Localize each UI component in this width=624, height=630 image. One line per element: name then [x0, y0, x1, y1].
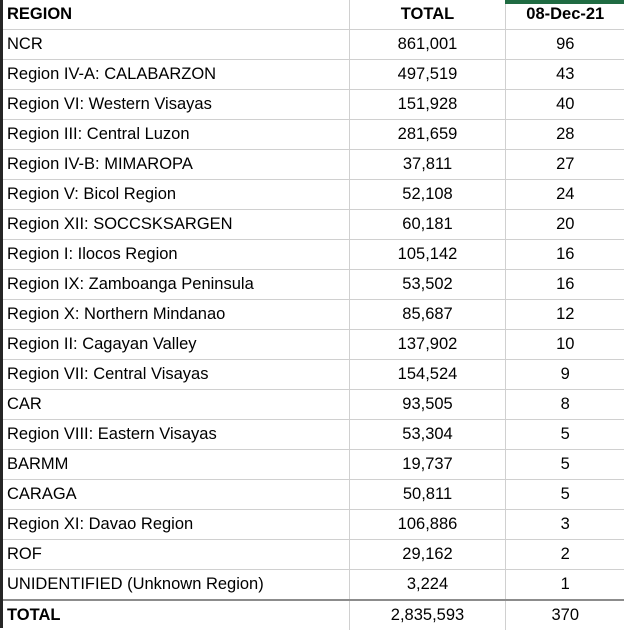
cell-region-name: ROF: [0, 540, 349, 570]
cell-grand-total-daily: 370: [505, 600, 624, 630]
table-header: REGION TOTAL 08-Dec-21: [0, 0, 624, 30]
cell-region-name: Region VIII: Eastern Visayas: [0, 420, 349, 450]
cell-total-cases: 52,108: [349, 180, 505, 210]
cell-region-name: Region VII: Central Visayas: [0, 360, 349, 390]
cell-region-name: Region VI: Western Visayas: [0, 90, 349, 120]
cell-region-name: NCR: [0, 30, 349, 60]
cell-daily-cases: 3: [505, 510, 624, 540]
cell-region-name: CAR: [0, 390, 349, 420]
cell-daily-cases: 16: [505, 270, 624, 300]
cell-total-cases: 85,687: [349, 300, 505, 330]
cell-region-name: Region IV-B: MIMAROPA: [0, 150, 349, 180]
cell-region-name: BARMM: [0, 450, 349, 480]
cell-total-cases: 151,928: [349, 90, 505, 120]
cell-daily-cases: 5: [505, 420, 624, 450]
cell-total-cases: 154,524: [349, 360, 505, 390]
cell-grand-total-cases: 2,835,593: [349, 600, 505, 630]
cell-total-cases: 53,502: [349, 270, 505, 300]
cell-daily-cases: 8: [505, 390, 624, 420]
cell-total-cases: 497,519: [349, 60, 505, 90]
left-edge-rule: [0, 0, 3, 628]
cell-daily-cases: 10: [505, 330, 624, 360]
cell-daily-cases: 40: [505, 90, 624, 120]
cell-daily-cases: 16: [505, 240, 624, 270]
cell-daily-cases: 24: [505, 180, 624, 210]
cell-total-cases: 29,162: [349, 540, 505, 570]
cell-daily-cases: 2: [505, 540, 624, 570]
cell-total-cases: 281,659: [349, 120, 505, 150]
cell-total-cases: 106,886: [349, 510, 505, 540]
cell-region-name: Region V: Bicol Region: [0, 180, 349, 210]
cell-region-name: Region XII: SOCCSKSARGEN: [0, 210, 349, 240]
cell-region-name: Region XI: Davao Region: [0, 510, 349, 540]
cell-region-name: Region III: Central Luzon: [0, 120, 349, 150]
cell-region-name: Region II: Cagayan Valley: [0, 330, 349, 360]
cell-total-cases: 50,811: [349, 480, 505, 510]
cell-daily-cases: 20: [505, 210, 624, 240]
cell-daily-cases: 5: [505, 450, 624, 480]
cell-total-label: TOTAL: [0, 600, 349, 630]
cell-total-cases: 37,811: [349, 150, 505, 180]
cell-daily-cases: 96: [505, 30, 624, 60]
cell-total-cases: 53,304: [349, 420, 505, 450]
column-header-total[interactable]: TOTAL: [349, 0, 505, 30]
cell-region-name: Region IX: Zamboanga Peninsula: [0, 270, 349, 300]
cell-region-name: UNIDENTIFIED (Unknown Region): [0, 570, 349, 601]
cell-region-name: Region I: Ilocos Region: [0, 240, 349, 270]
cell-daily-cases: 9: [505, 360, 624, 390]
column-header-date[interactable]: 08-Dec-21: [505, 0, 624, 30]
cell-total-cases: 3,224: [349, 570, 505, 601]
cell-total-cases: 93,505: [349, 390, 505, 420]
cell-region-name: Region X: Northern Mindanao: [0, 300, 349, 330]
column-header-region[interactable]: REGION: [0, 0, 349, 30]
cell-daily-cases: 1: [505, 570, 624, 601]
header-row: REGION TOTAL 08-Dec-21: [0, 0, 624, 30]
cell-total-cases: 137,902: [349, 330, 505, 360]
cell-total-cases: 105,142: [349, 240, 505, 270]
cell-region-name: CARAGA: [0, 480, 349, 510]
green-accent-bar: [505, 0, 624, 4]
cell-total-cases: 19,737: [349, 450, 505, 480]
cell-daily-cases: 43: [505, 60, 624, 90]
cell-daily-cases: 5: [505, 480, 624, 510]
cell-daily-cases: 12: [505, 300, 624, 330]
cell-daily-cases: 27: [505, 150, 624, 180]
cell-total-cases: 861,001: [349, 30, 505, 60]
cell-total-cases: 60,181: [349, 210, 505, 240]
cell-daily-cases: 28: [505, 120, 624, 150]
cell-region-name: Region IV-A: CALABARZON: [0, 60, 349, 90]
